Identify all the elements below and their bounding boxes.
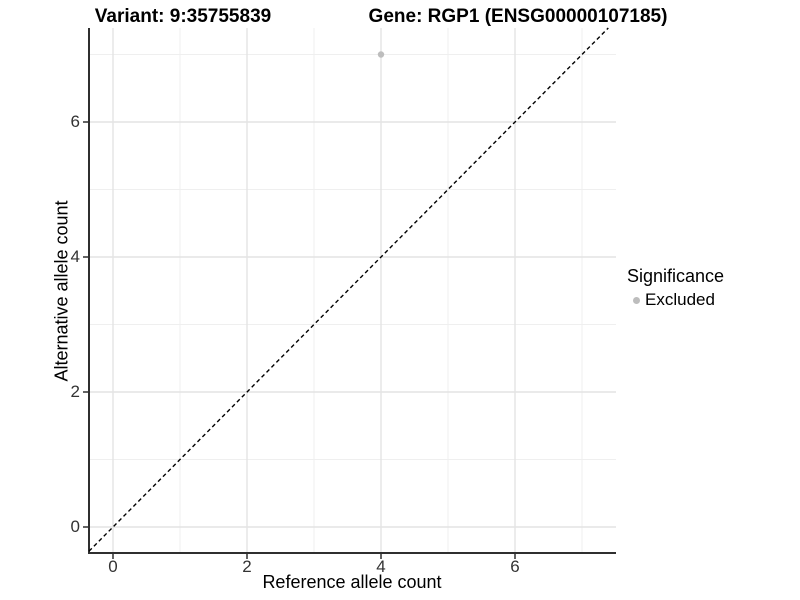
identity-dashed-line xyxy=(88,27,609,552)
x-tick-label: 6 xyxy=(510,557,520,576)
y-axis-title: Alternative allele count xyxy=(51,200,72,382)
plot-title-gene: Gene: RGP1 (ENSG00000107185) xyxy=(368,6,668,27)
legend-item-label: Excluded xyxy=(645,290,715,309)
x-tick-label: 2 xyxy=(242,557,252,576)
y-tick-label: 6 xyxy=(70,112,80,131)
y-tick-label: 4 xyxy=(70,247,80,266)
data-point xyxy=(377,51,385,58)
legend-title: Significance xyxy=(627,266,725,286)
y-tick-label: 0 xyxy=(70,517,80,536)
y-tick-label: 2 xyxy=(70,382,80,401)
x-tick-label: 0 xyxy=(108,557,118,576)
x-tick-label: 4 xyxy=(376,557,386,576)
x-axis-title: Reference allele count xyxy=(262,572,442,592)
excluded-point-icon xyxy=(632,296,640,304)
legend-key-box xyxy=(627,291,645,309)
legend: Significance Excluded xyxy=(627,266,724,310)
legend-item-excluded: Excluded xyxy=(627,290,724,310)
plot-title-variant: Variant: 9:35755839 xyxy=(94,6,272,27)
